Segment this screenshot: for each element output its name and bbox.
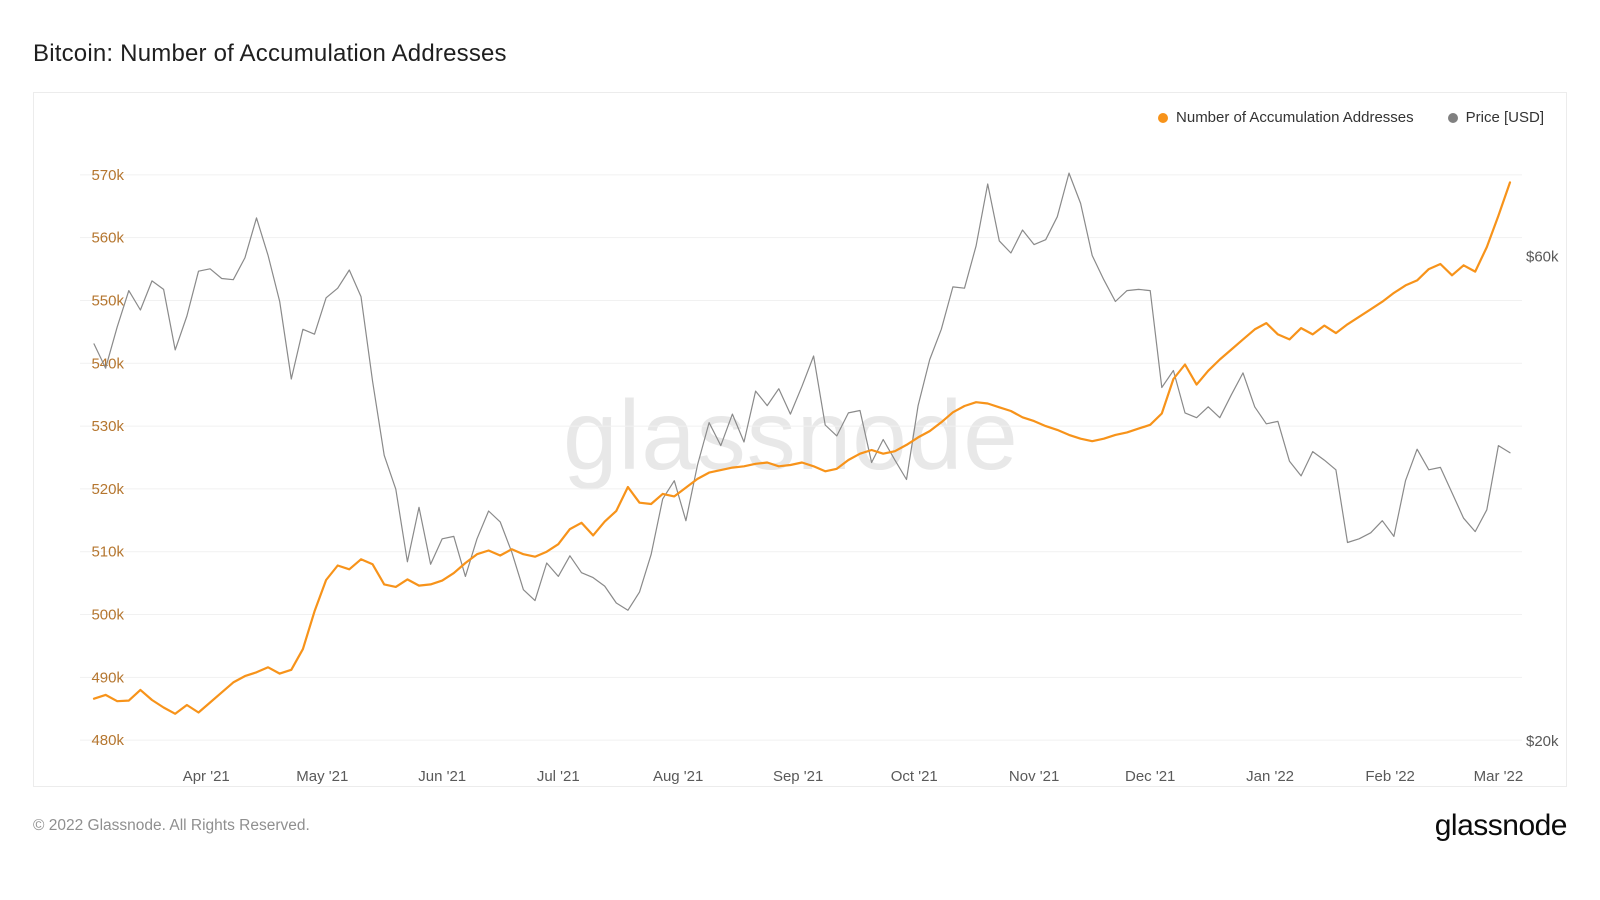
x-axis-tick-label: Mar '22 (1474, 768, 1524, 785)
left-axis-tick-label: 550k (91, 292, 124, 309)
left-axis-tick-label: 530k (91, 418, 124, 435)
legend-item-price-usd[interactable]: Price [USD] (1447, 109, 1544, 126)
series-price-line (93, 172, 1511, 611)
glassnode-logo: glassnode (1434, 809, 1568, 842)
x-axis-tick-label: Nov '21 (1009, 768, 1059, 785)
legend-label-price: Price [USD] (1465, 109, 1544, 126)
right-axis-tick-label: $60k (1526, 249, 1559, 266)
x-axis-tick-label: Sep '21 (773, 768, 823, 785)
left-axis-tick-label: 490k (91, 669, 124, 686)
series-accumulation-line (92, 181, 1512, 715)
x-axis-tick-label: Feb '22 (1365, 768, 1415, 785)
x-axis-tick-label: May '21 (296, 768, 348, 785)
left-axis-tick-label: 570k (91, 167, 124, 184)
x-axis-tick-label: Aug '21 (653, 768, 703, 785)
chart-legend: Number of Accumulation Addresses Price [… (1158, 109, 1544, 126)
footer: © 2022 Glassnode. All Rights Reserved. g… (33, 809, 1568, 843)
x-axis-tick-label: Apr '21 (183, 768, 230, 785)
legend-swatch-price-icon (1447, 112, 1458, 123)
left-axis-tick-label: 510k (91, 544, 124, 561)
legend-label-accumulation: Number of Accumulation Addresses (1176, 109, 1414, 126)
left-axis-tick-label: 540k (91, 355, 124, 372)
watermark: glassnode (562, 379, 1019, 490)
x-axis-tick-label: Dec '21 (1125, 768, 1175, 785)
x-axis-tick-label: Oct '21 (891, 768, 938, 785)
legend-swatch-accumulation-icon (1158, 112, 1169, 123)
x-axis-tick-label: Jun '21 (418, 768, 466, 785)
left-axis-tick-label: 560k (91, 230, 124, 247)
x-axis-tick-label: Jul '21 (537, 768, 580, 785)
right-axis-tick-label: $20k (1526, 733, 1559, 750)
chart-card: Number of Accumulation Addresses Price [… (33, 92, 1567, 787)
left-axis-tick-label: 480k (91, 732, 124, 749)
page-title: Bitcoin: Number of Accumulation Addresse… (33, 40, 507, 67)
footer-copyright: © 2022 Glassnode. All Rights Reserved. (33, 817, 310, 834)
x-axis-tick-label: Jan '22 (1246, 768, 1294, 785)
chart-canvas[interactable]: 480k 490k 500k 510k 520k 530k 540k 550k 560k 570k… (34, 93, 1566, 786)
left-axis-tick-label: 500k (91, 607, 124, 624)
left-axis-tick-label: 520k (91, 481, 124, 498)
legend-item-accumulation-addresses[interactable]: Number of Accumulation Addresses (1158, 109, 1414, 126)
